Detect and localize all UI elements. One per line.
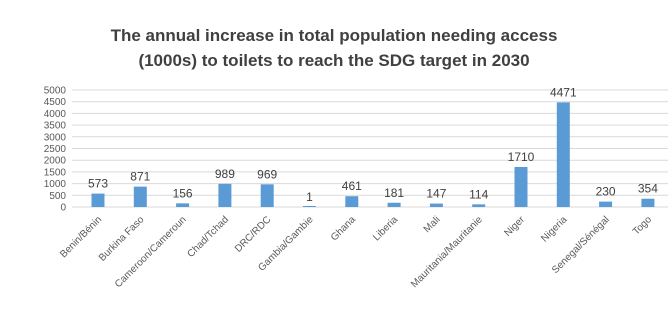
bar [303,206,316,207]
data-label: 461 [342,179,362,193]
data-label: 114 [469,187,488,201]
data-label: 354 [638,182,658,196]
bar [133,186,147,207]
data-label: 230 [596,185,616,199]
y-tick-label: 3000 [44,132,67,143]
y-tick-label: 2500 [44,144,67,155]
data-label: 969 [257,167,277,181]
x-tick-label: Mali [422,214,443,235]
bar [599,201,613,207]
bar [429,203,443,207]
data-label: 871 [130,170,150,184]
data-label: 989 [215,167,235,181]
y-tick-label: 1500 [44,167,67,178]
data-label: 1710 [508,150,535,164]
data-label: 156 [173,186,193,200]
data-label: 573 [88,177,108,191]
data-label: 147 [426,187,446,201]
chart-title-line-1: The annual increase in total population … [111,26,558,45]
x-tick-label: Liberia [371,214,400,243]
x-tick-label: Ghana [329,214,358,243]
data-label: 1 [306,190,313,204]
bar [91,193,105,207]
chart-title-line-2: (1000s) to toilets to reach the SDG targ… [138,51,529,70]
bar [218,183,232,207]
bar [556,102,570,207]
y-tick-label: 500 [49,191,66,202]
bar [472,204,486,207]
x-tick-label: Chad/Tchad [186,214,232,260]
y-tick-label: 4500 [44,97,67,108]
bar [387,202,401,207]
bar [641,198,655,207]
data-labels: 573 871 156 989 969 1 461 181 147 114 1710 4471 230 3… [88,85,658,204]
x-tick-label: Benin/Bénin [58,214,104,260]
data-label: 181 [384,186,404,200]
y-tick-label: 3500 [44,121,67,132]
bar [260,184,274,207]
bar [176,203,190,207]
gridlines [72,89,668,208]
y-tick-label: 0 [60,203,66,214]
x-tick-label: Cameroon/Cameroun [113,214,189,290]
x-tick-label: Togo [631,214,654,237]
x-tick-label: Mauritania/Mauritanie [409,214,485,290]
data-label: 4471 [550,85,577,99]
x-tick-label: Nigeria [539,214,569,244]
x-tick-label: DRC/RDC [233,214,273,254]
bar [345,196,359,207]
y-tick-label: 4000 [44,109,67,120]
y-tick-label: 5000 [44,86,67,97]
y-tick-label: 2000 [44,156,67,167]
bar [514,166,528,207]
y-tick-label: 1000 [44,179,67,190]
bars [91,102,655,207]
x-tick-label: Niger [502,214,527,239]
